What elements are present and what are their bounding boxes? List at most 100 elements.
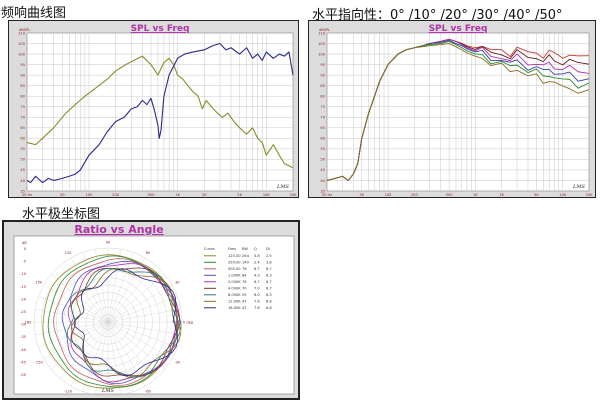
table-cell: 76 — [242, 267, 247, 271]
y-tick-label: 75 — [20, 105, 25, 109]
polar-spoke — [107, 321, 178, 348]
y-tick-label: 40 — [320, 179, 325, 183]
y-tick-label: 85 — [320, 84, 325, 88]
angle-label: 180 — [25, 320, 33, 324]
polar-spoke — [35, 308, 109, 323]
angle-label: -120 — [64, 390, 73, 394]
x-tick-label: 200 — [411, 193, 419, 197]
angle-label: 30 — [175, 280, 180, 284]
chart-title: SPL vs Freq — [131, 24, 190, 34]
polar-spoke — [107, 296, 178, 323]
table-cell: 7.6 — [254, 300, 260, 304]
y-axis-label: dBSPL — [19, 28, 30, 32]
chart-polar-svg: Ratio vs Angle dB 0 -5 -10 -15 -20 -25 -30 -35 -40… — [13, 223, 295, 397]
table-cell: 47 — [242, 306, 247, 310]
x-tick-label: 50 — [359, 193, 364, 197]
polar-spoke — [51, 321, 109, 370]
table-cell: 6.7 — [266, 267, 272, 271]
table-cell: 59 — [242, 293, 247, 297]
table-cell: 2.000K — [228, 280, 241, 284]
table-cell: 8.000K — [228, 293, 241, 297]
r-tick-label: -40 — [20, 348, 27, 352]
r-tick-label: -5 — [22, 260, 26, 264]
x-tick-label: 10K — [559, 193, 567, 197]
table-header: BW — [242, 247, 248, 251]
table-cell: 70 — [242, 287, 247, 291]
table-cell: 6.7 — [254, 280, 260, 284]
r-tick-label: 0 — [24, 247, 27, 251]
table-cell: 84 — [242, 274, 247, 278]
table-header: Q — [254, 247, 257, 251]
plot-area — [26, 32, 294, 192]
x-tick-label: 2K — [499, 193, 504, 197]
table-cell: 6.8 — [266, 306, 272, 310]
polar-curve-8 — [70, 267, 181, 378]
plot-area — [326, 32, 590, 192]
y-tick-label: 105 — [318, 42, 325, 46]
series-line-1 — [26, 55, 294, 169]
chart-title: SPL vs Freq — [429, 24, 488, 34]
polar-spoke — [94, 249, 109, 323]
table-cell: 6.0 — [254, 293, 260, 297]
table-cell: 8.8 — [266, 300, 272, 304]
polar-curve-9 — [73, 268, 179, 377]
r-tick-label: -10 — [20, 272, 27, 276]
y-tick-label: 75 — [320, 105, 325, 109]
x-tick-label: 500 — [148, 193, 156, 197]
polar-spoke — [107, 321, 165, 370]
table-cell: 2.4 — [254, 261, 260, 265]
table-cell: 500.00 — [228, 267, 241, 271]
polar-spoke — [107, 321, 156, 379]
y-tick-label: 80 — [20, 95, 25, 99]
table-cell: 6.7 — [254, 267, 260, 271]
polar-curve-6 — [70, 267, 181, 377]
x-tick-label: 10K — [263, 193, 271, 197]
table-cell: 3.8 — [266, 261, 272, 265]
r-tick-label: -50 — [20, 373, 27, 377]
y-tick-label: 90 — [20, 73, 25, 77]
polar-spoke — [107, 249, 122, 323]
polar-spoke — [107, 321, 181, 336]
polar-spoke — [43, 321, 109, 360]
y-tick-label: 55 — [320, 147, 325, 151]
table-cell: 7.0 — [254, 287, 260, 291]
r-tick-label: -25 — [20, 310, 26, 314]
y-tick-label: 100 — [18, 52, 26, 56]
table-cell: 6.7 — [266, 280, 272, 284]
x-tick-label: 20 Hz — [322, 193, 332, 197]
angle-label: -30 — [174, 360, 181, 364]
polar-spoke — [107, 252, 134, 323]
r-tick-label: -45 — [20, 360, 26, 364]
y-tick-label: 85 — [20, 84, 25, 88]
y-axis-label: dBSPL — [319, 28, 330, 32]
table-header: Curve — [204, 247, 215, 251]
table-cell: 1.000K — [228, 274, 241, 278]
angle-label: 60 — [146, 251, 151, 255]
table-cell: 4.000K — [228, 287, 241, 291]
r-tick-label: -20 — [20, 297, 27, 301]
table-cell: 6.3 — [266, 293, 272, 297]
y-tick-label: 45 — [20, 168, 25, 172]
y-tick-label: 50 — [320, 158, 325, 162]
polar-spoke — [107, 321, 122, 395]
y-tick-label: 55 — [20, 147, 25, 151]
y-tick-label: 95 — [20, 63, 25, 67]
table-header: DI — [266, 247, 270, 251]
y-tick-label: 110 — [18, 31, 26, 35]
heading-horizontal-directivity: 水平指向性：0° /10° /20° /30° /40° /50° — [312, 8, 563, 23]
y-tick-label: 50 — [20, 158, 25, 162]
polar-spoke — [107, 321, 173, 360]
x-tick-label: 100 — [86, 193, 94, 197]
polar-curve-1 — [42, 254, 179, 389]
table-cell: 264 — [242, 254, 250, 258]
table-cell: 125.00 — [228, 254, 241, 258]
r-tick-label: -35 — [20, 335, 26, 339]
lms-logo: LMS — [276, 184, 289, 190]
table-cell: 47 — [242, 300, 247, 304]
heading-horizontal-polar: 水平极坐标图 — [22, 207, 101, 222]
angle-label: 150 — [35, 280, 43, 284]
polar-spoke — [43, 284, 109, 323]
table-cell: 5.8 — [254, 254, 260, 258]
polar-spoke — [107, 284, 173, 323]
